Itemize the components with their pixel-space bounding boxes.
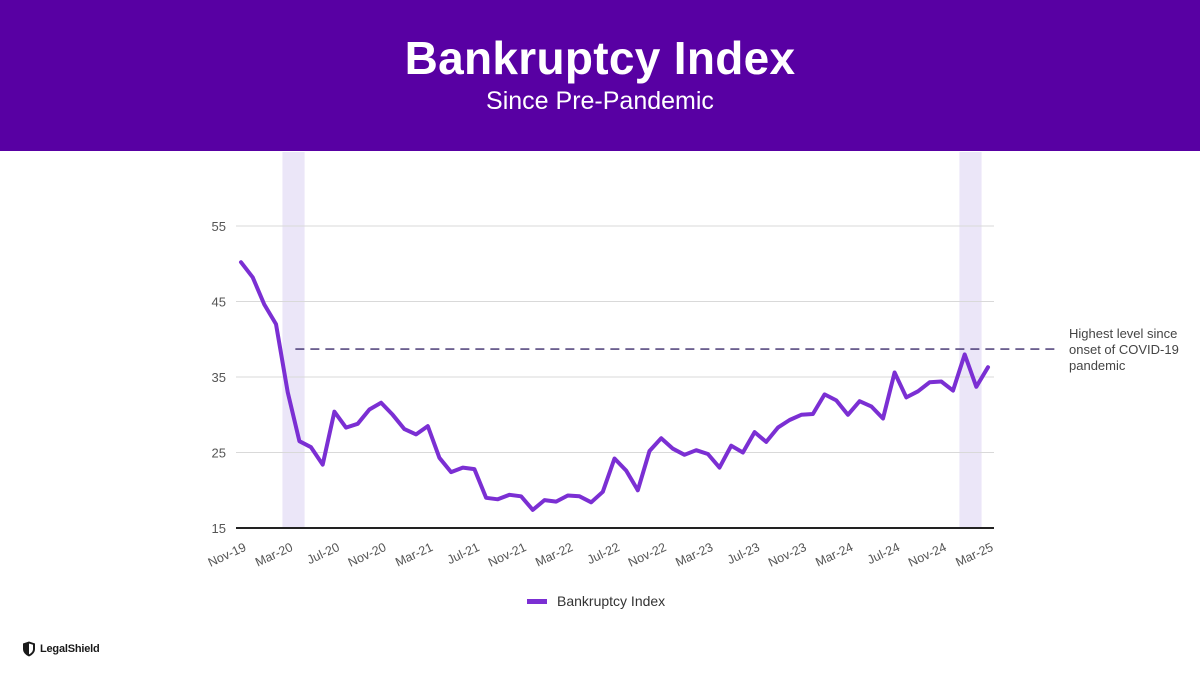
logo-text: LegalShield [40, 643, 100, 655]
reference-annotation: Highest level since onset of COVID-19 pa… [1069, 326, 1179, 373]
x-tick-label: Jul-24 [865, 540, 902, 567]
page-title: Bankruptcy Index [404, 32, 796, 84]
x-tick-label: Nov-21 [486, 540, 528, 570]
y-tick-label: 25 [212, 446, 226, 461]
highlight-band-1 [282, 152, 305, 528]
highlight-bands [282, 152, 982, 528]
header-banner: Bankruptcy Index Since Pre-Pandemic [0, 0, 1200, 151]
shield-icon [23, 641, 35, 657]
y-tick-label: 35 [212, 370, 226, 385]
highlight-band-2 [959, 152, 982, 528]
x-tick-label: Nov-24 [906, 540, 948, 570]
series-line [239, 260, 990, 512]
grid-lines [236, 225, 994, 529]
series-group [239, 260, 990, 512]
y-tick-label: 55 [212, 219, 226, 234]
x-tick-label: Nov-23 [766, 540, 808, 570]
x-tick-label: Mar-23 [673, 540, 715, 569]
y-axis-ticks: 15 25 35 45 55 [212, 219, 226, 536]
x-tick-label: Mar-21 [393, 540, 435, 569]
legend-swatch [527, 598, 547, 604]
x-tick-label: Mar-22 [533, 540, 575, 569]
x-tick-label: Nov-22 [626, 540, 668, 570]
x-tick-label: Jul-22 [585, 540, 622, 567]
x-tick-label: Jul-20 [305, 540, 342, 567]
page-subtitle: Since Pre-Pandemic [486, 87, 714, 115]
x-tick-label: Mar-25 [953, 540, 995, 569]
legalshield-logo: LegalShield [22, 640, 100, 658]
y-tick-label: 15 [212, 521, 226, 536]
x-tick-label: Mar-24 [813, 540, 855, 569]
x-tick-label: Jul-23 [725, 540, 762, 567]
x-tick-label: Nov-20 [346, 540, 388, 570]
x-tick-label: Nov-19 [206, 540, 248, 570]
legend: Bankruptcy Index [527, 592, 665, 610]
x-tick-label: Jul-21 [445, 540, 482, 567]
x-tick-label: Mar-20 [253, 540, 295, 569]
x-axis-ticks: Nov-19 Mar-20 Jul-20 Nov-20 Mar-21 Jul-21 Nov-… [206, 540, 995, 570]
y-tick-label: 45 [212, 295, 226, 310]
legend-label: Bankruptcy Index [557, 593, 666, 609]
